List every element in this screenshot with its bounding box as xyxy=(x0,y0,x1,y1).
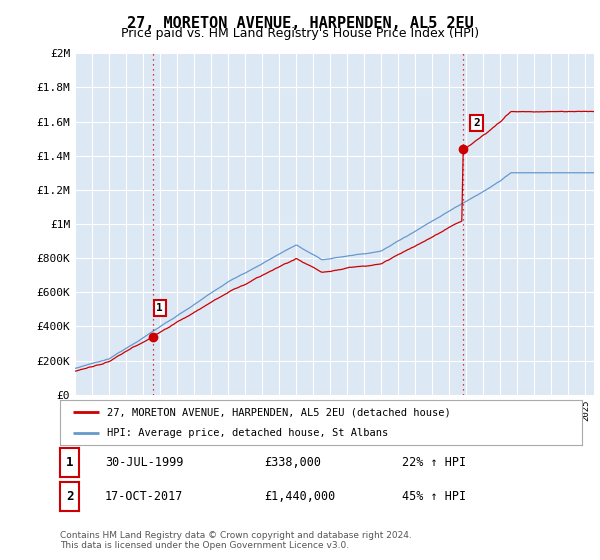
Text: 2: 2 xyxy=(66,489,73,503)
Text: Contains HM Land Registry data © Crown copyright and database right 2024.
This d: Contains HM Land Registry data © Crown c… xyxy=(60,530,412,550)
Text: £338,000: £338,000 xyxy=(264,456,321,469)
Text: 30-JUL-1999: 30-JUL-1999 xyxy=(105,456,184,469)
Text: 27, MORETON AVENUE, HARPENDEN, AL5 2EU (detached house): 27, MORETON AVENUE, HARPENDEN, AL5 2EU (… xyxy=(107,408,451,418)
Text: HPI: Average price, detached house, St Albans: HPI: Average price, detached house, St A… xyxy=(107,428,388,438)
Text: 45% ↑ HPI: 45% ↑ HPI xyxy=(402,489,466,503)
Text: 1: 1 xyxy=(66,456,73,469)
Text: 22% ↑ HPI: 22% ↑ HPI xyxy=(402,456,466,469)
Text: £1,440,000: £1,440,000 xyxy=(264,489,335,503)
Text: 27, MORETON AVENUE, HARPENDEN, AL5 2EU: 27, MORETON AVENUE, HARPENDEN, AL5 2EU xyxy=(127,16,473,31)
Text: Price paid vs. HM Land Registry's House Price Index (HPI): Price paid vs. HM Land Registry's House … xyxy=(121,27,479,40)
Text: 1: 1 xyxy=(157,303,163,313)
Text: 17-OCT-2017: 17-OCT-2017 xyxy=(105,489,184,503)
Text: 2: 2 xyxy=(473,118,480,128)
